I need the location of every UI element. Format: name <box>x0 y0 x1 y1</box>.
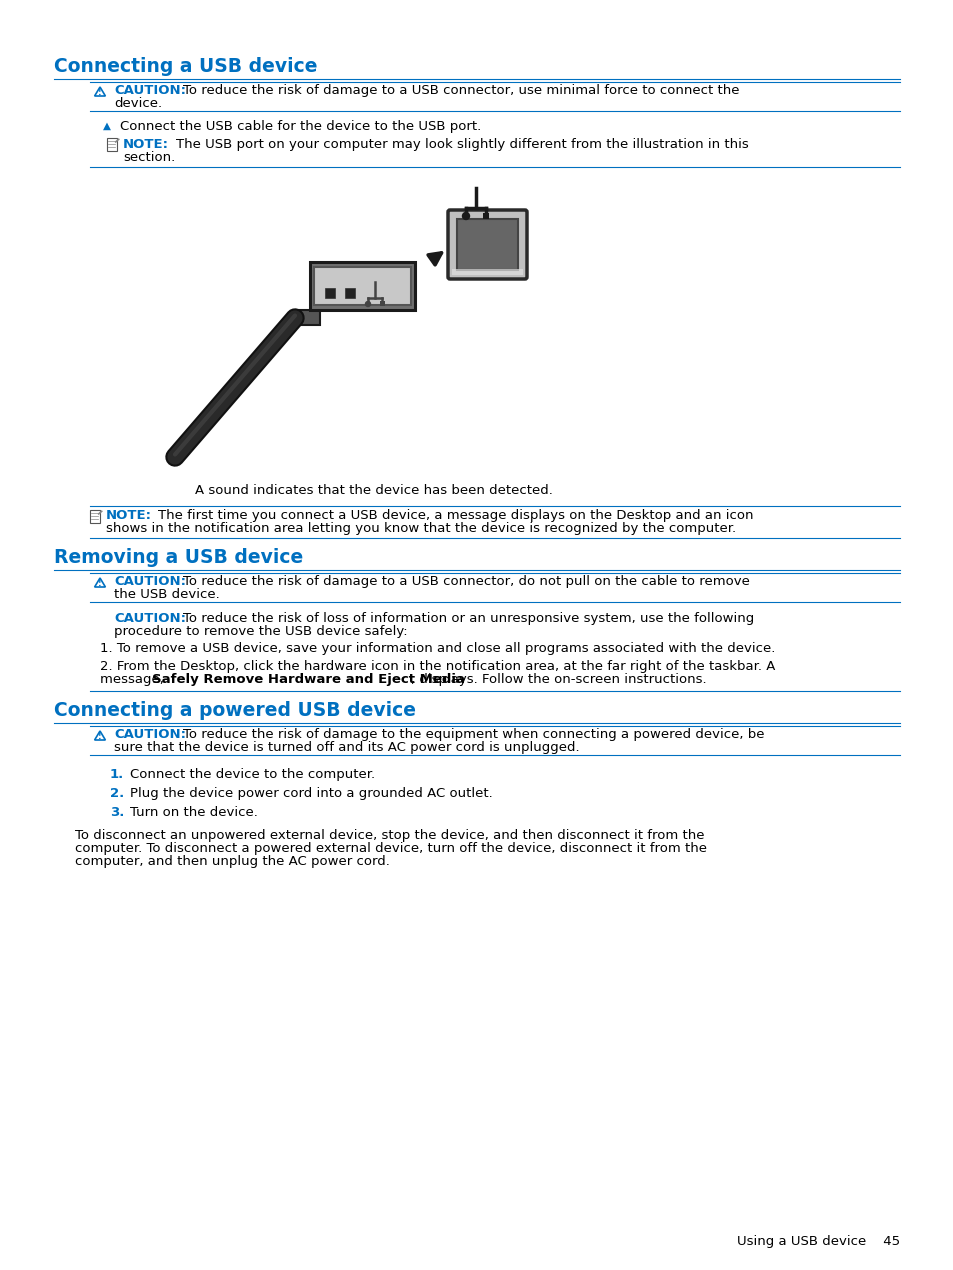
Text: CAUTION:: CAUTION: <box>113 728 186 740</box>
Text: sure that the device is turned off and its AC power cord is unplugged.: sure that the device is turned off and i… <box>113 740 579 754</box>
FancyBboxPatch shape <box>325 288 335 298</box>
Text: CAUTION:: CAUTION: <box>113 84 186 97</box>
Text: computer, and then unplug the AC power cord.: computer, and then unplug the AC power c… <box>75 855 390 867</box>
Circle shape <box>462 212 469 220</box>
FancyBboxPatch shape <box>345 288 355 298</box>
FancyBboxPatch shape <box>294 310 319 325</box>
FancyBboxPatch shape <box>482 213 489 218</box>
Text: To reduce the risk of loss of information or an unresponsive system, use the fol: To reduce the risk of loss of informatio… <box>183 612 754 625</box>
Text: To reduce the risk of damage to the equipment when connecting a powered device, : To reduce the risk of damage to the equi… <box>183 728 763 740</box>
Text: shows in the notification area letting you know that the device is recognized by: shows in the notification area letting y… <box>106 522 736 535</box>
FancyBboxPatch shape <box>314 267 411 305</box>
Text: To disconnect an unpowered external device, stop the device, and then disconnect: To disconnect an unpowered external devi… <box>75 829 703 842</box>
Text: The USB port on your computer may look slightly different from the illustration : The USB port on your computer may look s… <box>175 138 748 151</box>
Text: Connect the USB cable for the device to the USB port.: Connect the USB cable for the device to … <box>120 119 480 133</box>
FancyBboxPatch shape <box>448 210 526 279</box>
Text: message,: message, <box>100 673 168 686</box>
Text: CAUTION:: CAUTION: <box>113 612 186 625</box>
FancyBboxPatch shape <box>90 511 100 523</box>
Text: computer. To disconnect a powered external device, turn off the device, disconne: computer. To disconnect a powered extern… <box>75 842 706 855</box>
Text: 2.: 2. <box>110 787 124 800</box>
Text: !: ! <box>98 579 102 588</box>
FancyBboxPatch shape <box>452 269 522 276</box>
Text: Connect the device to the computer.: Connect the device to the computer. <box>130 768 375 781</box>
Text: 2. From the Desktop, click the hardware icon in the notification area, at the fa: 2. From the Desktop, click the hardware … <box>100 660 775 673</box>
Text: The first time you connect a USB device, a message displays on the Desktop and a: The first time you connect a USB device,… <box>158 509 753 522</box>
Text: To reduce the risk of damage to a USB connector, use minimal force to connect th: To reduce the risk of damage to a USB co… <box>183 84 739 97</box>
Text: Plug the device power cord into a grounded AC outlet.: Plug the device power cord into a ground… <box>130 787 493 800</box>
Text: , displays. Follow the on-screen instructions.: , displays. Follow the on-screen instruc… <box>411 673 706 686</box>
FancyBboxPatch shape <box>310 262 415 310</box>
FancyBboxPatch shape <box>379 301 385 306</box>
Text: procedure to remove the USB device safely:: procedure to remove the USB device safel… <box>113 625 407 638</box>
Text: Using a USB device    45: Using a USB device 45 <box>736 1234 899 1248</box>
Text: A sound indicates that the device has been detected.: A sound indicates that the device has be… <box>194 484 553 497</box>
Text: Removing a USB device: Removing a USB device <box>54 547 303 566</box>
Text: Safely Remove Hardware and Eject Media: Safely Remove Hardware and Eject Media <box>152 673 464 686</box>
Text: NOTE:: NOTE: <box>123 138 169 151</box>
Text: Connecting a powered USB device: Connecting a powered USB device <box>54 701 416 720</box>
Text: !: ! <box>98 88 102 97</box>
Circle shape <box>365 301 370 306</box>
Text: !: ! <box>98 732 102 742</box>
Text: NOTE:: NOTE: <box>106 509 152 522</box>
Text: the USB device.: the USB device. <box>113 588 219 601</box>
FancyBboxPatch shape <box>456 218 517 271</box>
Text: ▲: ▲ <box>103 121 111 131</box>
FancyBboxPatch shape <box>107 138 116 151</box>
Text: section.: section. <box>123 151 175 164</box>
Text: Turn on the device.: Turn on the device. <box>130 806 257 819</box>
Text: 1.: 1. <box>110 768 124 781</box>
Text: device.: device. <box>113 97 162 110</box>
Text: 1. To remove a USB device, save your information and close all programs associat: 1. To remove a USB device, save your inf… <box>100 643 775 655</box>
Text: Connecting a USB device: Connecting a USB device <box>54 57 317 76</box>
Text: To reduce the risk of damage to a USB connector, do not pull on the cable to rem: To reduce the risk of damage to a USB co… <box>183 575 749 588</box>
Text: 3.: 3. <box>110 806 124 819</box>
Text: CAUTION:: CAUTION: <box>113 575 186 588</box>
